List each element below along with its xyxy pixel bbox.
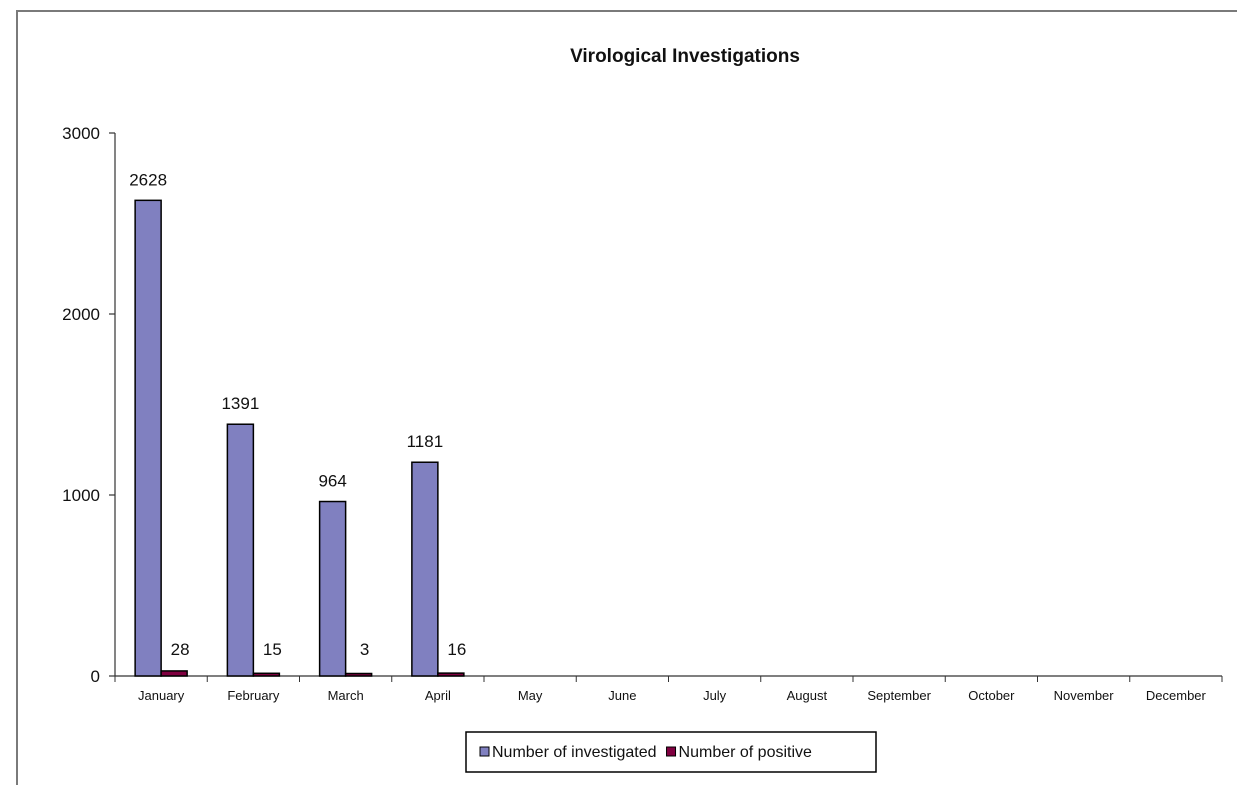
x-tick-label: January [138,688,185,703]
data-label: 16 [447,640,466,659]
bar-positive [160,670,188,677]
x-tick-label: April [425,688,451,703]
x-axis: January February March April May June July Augu… [114,675,1223,703]
legend-swatch [479,746,490,757]
chart-title: Virological Investigations [570,46,800,67]
data-label: 964 [318,472,346,491]
data-label: 15 [263,640,282,659]
x-tick-label: May [518,688,543,703]
y-tick-label: 0 [91,667,100,686]
x-tick-label: March [328,688,364,703]
bar-positive [252,672,281,677]
bar-investigated [226,423,255,677]
bar-positive [344,672,373,677]
x-tick-label: October [968,688,1015,703]
legend-swatch [666,746,677,757]
legend-label: Number of investigated [492,744,657,761]
x-tick-label: August [787,688,828,703]
legend-label: Number of positive [679,744,812,761]
y-tick-label: 1000 [62,486,100,505]
bar-investigated [411,461,439,677]
x-tick-label: June [608,688,636,703]
chart-frame [16,10,1237,785]
y-tick-label: 3000 [62,124,100,143]
x-tick-label: November [1054,688,1115,703]
x-tick-label: December [1146,688,1207,703]
x-tick-label: February [227,688,280,703]
data-labels: 2628 1391 964 1181 28 15 3 16 [129,170,466,659]
x-tick-label: September [867,688,931,703]
data-label: 1181 [407,432,444,451]
y-tick-label: 2000 [62,305,100,324]
data-label: 2628 [129,170,167,189]
x-tick-label: July [703,688,727,703]
data-label: 28 [171,640,190,659]
bars [134,199,465,677]
data-label: 3 [360,640,369,659]
data-label: 1391 [221,394,259,413]
legend: Number of investigated Number of positive [465,731,877,773]
bar-positive [437,672,465,677]
y-axis: 0 1000 2000 3000 [62,124,116,686]
bar-investigated [134,199,162,677]
bar-investigated [318,500,347,677]
